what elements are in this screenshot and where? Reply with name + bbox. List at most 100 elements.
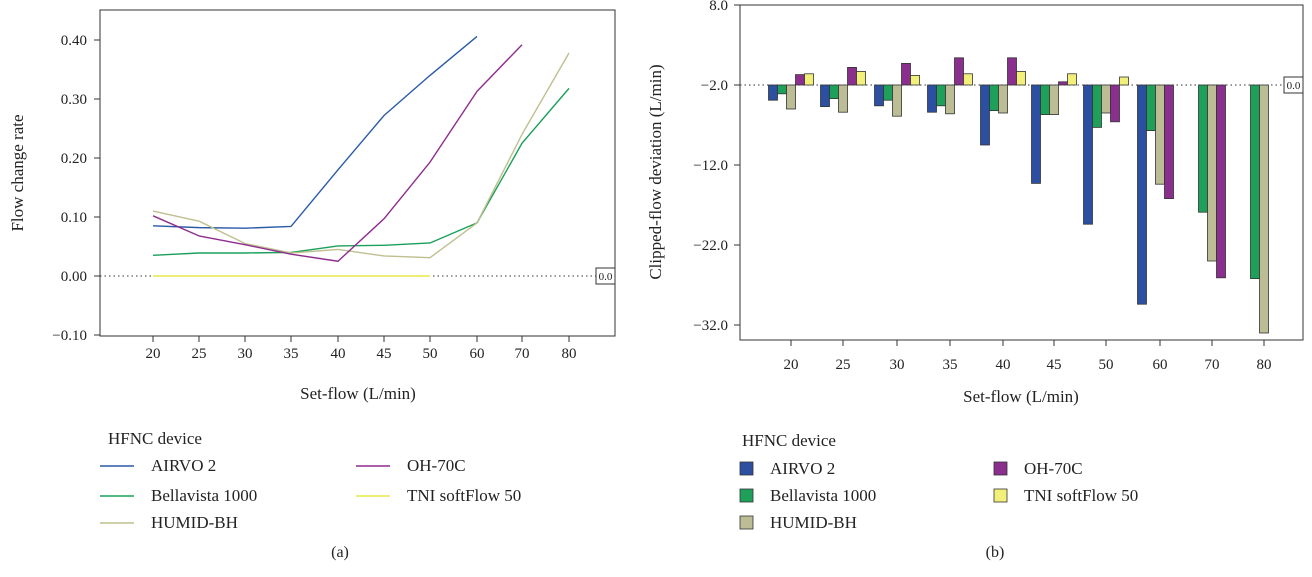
chart-a-ytick-label: −0.10 <box>52 328 87 344</box>
chart-b-bar <box>945 84 955 115</box>
chart-b-xtick-label: 70 <box>1205 357 1220 373</box>
chart-b-legend-swatch <box>739 515 754 530</box>
chart-b-ytick-label: −32.0 <box>693 318 728 334</box>
chart-a-ytick-label: 0.10 <box>61 210 87 226</box>
chart-b-ytick-label: −22.0 <box>693 238 728 254</box>
chart-b-legend-label: HUMID-BH <box>770 513 857 532</box>
chart-b-legend-swatch <box>993 461 1008 476</box>
chart-b-bar <box>927 84 937 113</box>
chart-b-bar <box>936 84 946 107</box>
chart-b-legend-label: AIRVO 2 <box>770 459 835 478</box>
chart-b-bar <box>1146 84 1156 131</box>
chart-b-bar <box>777 84 787 95</box>
chart-a-ref-label: 0.0 <box>599 271 613 283</box>
chart-b-bar <box>1259 84 1269 334</box>
chart-b-bar <box>874 84 884 107</box>
chart-a-xtick-label: 50 <box>423 346 438 362</box>
chart-b-ytick-label: −2.0 <box>701 78 728 94</box>
chart-b-y-axis-title: Clipped-flow deviation (L/min) <box>646 64 665 279</box>
chart-b-x-axis-title: Set-flow (L/min) <box>963 387 1079 406</box>
chart-a-series-line <box>152 44 523 262</box>
chart-a-y-axis-title: Flow change rate <box>8 114 27 231</box>
chart-a-xtick-label: 25 <box>192 346 207 362</box>
chart-b-xtick-label: 60 <box>1153 357 1168 373</box>
chart-a-xtick-label: 45 <box>377 346 392 362</box>
chart-a-legend-label: HUMID-BH <box>151 513 238 532</box>
chart-b-bar <box>1083 84 1093 225</box>
chart-b-bar <box>1007 57 1017 86</box>
chart-a-frame <box>99 9 616 337</box>
chart-b-bar <box>768 84 778 101</box>
chart-b-panel-label: (b) <box>986 544 1005 561</box>
chart-b-bar <box>1049 84 1059 116</box>
chart-a-legend-title: HFNC device <box>108 429 202 448</box>
chart-a-panel-label: (a) <box>331 544 349 561</box>
chart-b-bar <box>786 84 796 110</box>
chart-b-xtick-label: 45 <box>1047 357 1062 373</box>
chart-b-ref-label: 0.0 <box>1287 80 1301 92</box>
chart-b-bar <box>1031 84 1041 184</box>
chart-b-bar <box>1155 84 1165 185</box>
chart-b-xtick-label: 80 <box>1257 357 1272 373</box>
chart-a-xtick-label: 30 <box>238 346 253 362</box>
chart-b-legend-label: Bellavista 1000 <box>770 486 876 505</box>
chart-b-bar <box>1164 84 1174 199</box>
chart-b-bar <box>1119 76 1129 86</box>
chart-a-ytick-label: 0.00 <box>61 269 87 285</box>
chart-b-xtick-label: 25 <box>836 357 851 373</box>
chart-b-legend-swatch <box>993 488 1008 503</box>
chart-a-legend-label: TNI softFlow 50 <box>407 486 521 505</box>
chart-b-ref-box <box>1283 76 1304 94</box>
chart-b-legend-swatch <box>739 488 754 503</box>
chart-b-legend-label: OH-70C <box>1024 459 1083 478</box>
chart-b-legend-label: TNI softFlow 50 <box>1024 486 1138 505</box>
chart-b-bar <box>910 75 920 86</box>
chart-b-bar <box>980 84 990 146</box>
chart-b-xtick-label: 20 <box>784 357 799 373</box>
chart-b-bar <box>1040 84 1050 116</box>
chart-b-bar <box>1092 84 1102 128</box>
chart-a-series-line <box>152 52 570 259</box>
chart-b-bar <box>1101 84 1111 114</box>
chart-b-xtick-label: 40 <box>996 357 1011 373</box>
chart-b: 8.0 −2.0 −12.0 −22.0 −32.0 20 25 30 35 40 45 50 60 70… <box>646 0 1304 561</box>
chart-b-legend-title: HFNC device <box>742 431 836 450</box>
chart-b-bar <box>1137 84 1147 305</box>
chart-b-xtick-label: 30 <box>890 357 905 373</box>
chart-a-series-line <box>152 87 570 257</box>
chart-b-bar <box>1016 71 1026 86</box>
chart-b-xtick-label: 35 <box>943 357 958 373</box>
chart-b-bar <box>829 84 839 100</box>
chart-b-bar <box>998 84 1008 114</box>
chart-a: 0.40 0.30 0.20 0.10 0.00 −0.10 20 25 30 35 40 45 50 6… <box>8 9 616 561</box>
chart-b-bar <box>963 73 973 86</box>
chart-a-legend-label: Bellavista 1000 <box>151 486 257 505</box>
chart-b-bar <box>883 84 893 101</box>
chart-b-bar <box>1058 81 1068 86</box>
chart-b-bar <box>795 74 805 86</box>
chart-b-legend-swatch <box>739 461 754 476</box>
chart-a-ytick-label: 0.20 <box>61 151 87 167</box>
chart-b-bar <box>1216 84 1226 279</box>
chart-b-bar <box>1207 84 1217 262</box>
chart-a-ref-box <box>595 267 616 285</box>
chart-b-bar <box>989 84 999 112</box>
chart-b-bar <box>1250 84 1260 280</box>
chart-b-bar <box>847 67 857 86</box>
chart-a-legend-label: OH-70C <box>407 456 466 475</box>
chart-a-xtick-label: 35 <box>284 346 299 362</box>
chart-b-bar <box>804 73 814 86</box>
chart-a-xtick-label: 70 <box>515 346 530 362</box>
chart-b-ytick-label: 8.0 <box>709 0 728 14</box>
chart-b-bar <box>1110 84 1120 123</box>
chart-b-bar <box>954 57 964 86</box>
chart-a-xtick-label: 40 <box>331 346 346 362</box>
chart-b-bar <box>856 71 866 86</box>
chart-a-xtick-label: 80 <box>562 346 577 362</box>
chart-a-x-axis-title: Set-flow (L/min) <box>300 384 416 403</box>
chart-b-xtick-label: 50 <box>1099 357 1114 373</box>
chart-a-ytick-label: 0.40 <box>61 33 87 49</box>
chart-a-xtick-label: 60 <box>470 346 485 362</box>
chart-b-bar <box>901 63 911 86</box>
